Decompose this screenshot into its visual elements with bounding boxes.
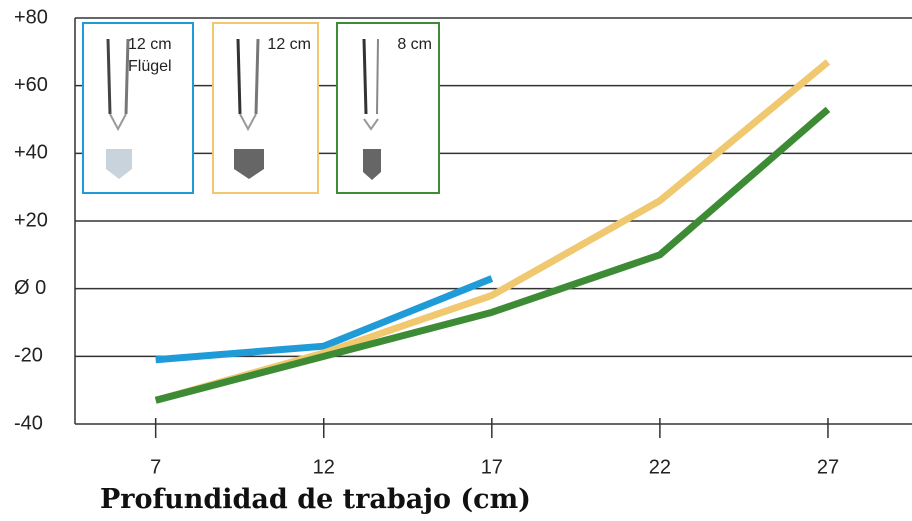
legend-label: 12 cm Flügel (128, 34, 186, 78)
legend-label: 12 cm (267, 34, 311, 56)
y-tick-label: -40 (14, 412, 43, 434)
legend-icon (226, 34, 276, 184)
x-tick-label: 27 (817, 456, 839, 478)
legend-item: 12 cm Flügel (82, 22, 194, 194)
data-line (156, 279, 492, 360)
y-tick-label: -20 (14, 345, 43, 367)
y-tick-label: +60 (14, 74, 48, 96)
page: {"chart_data": {"type": "line", "x_label… (0, 0, 912, 521)
legend-item: 8 cm (336, 22, 440, 194)
y-tick-label: +40 (14, 142, 48, 164)
x-tick-label: 22 (649, 456, 671, 478)
y-tick-label: +20 (14, 209, 48, 231)
legend-label: 8 cm (397, 34, 432, 56)
x-tick-label: 7 (150, 456, 161, 478)
y-tick-label: +80 (14, 6, 48, 28)
y-tick-label: Ø 0 (14, 277, 46, 299)
x-tick-label: 17 (481, 456, 503, 478)
x-axis-title: Profundidad de trabajo (cm) (100, 484, 531, 515)
legend-item: 12 cm (212, 22, 319, 194)
legend-icon (350, 34, 400, 184)
x-tick-label: 12 (313, 456, 335, 478)
